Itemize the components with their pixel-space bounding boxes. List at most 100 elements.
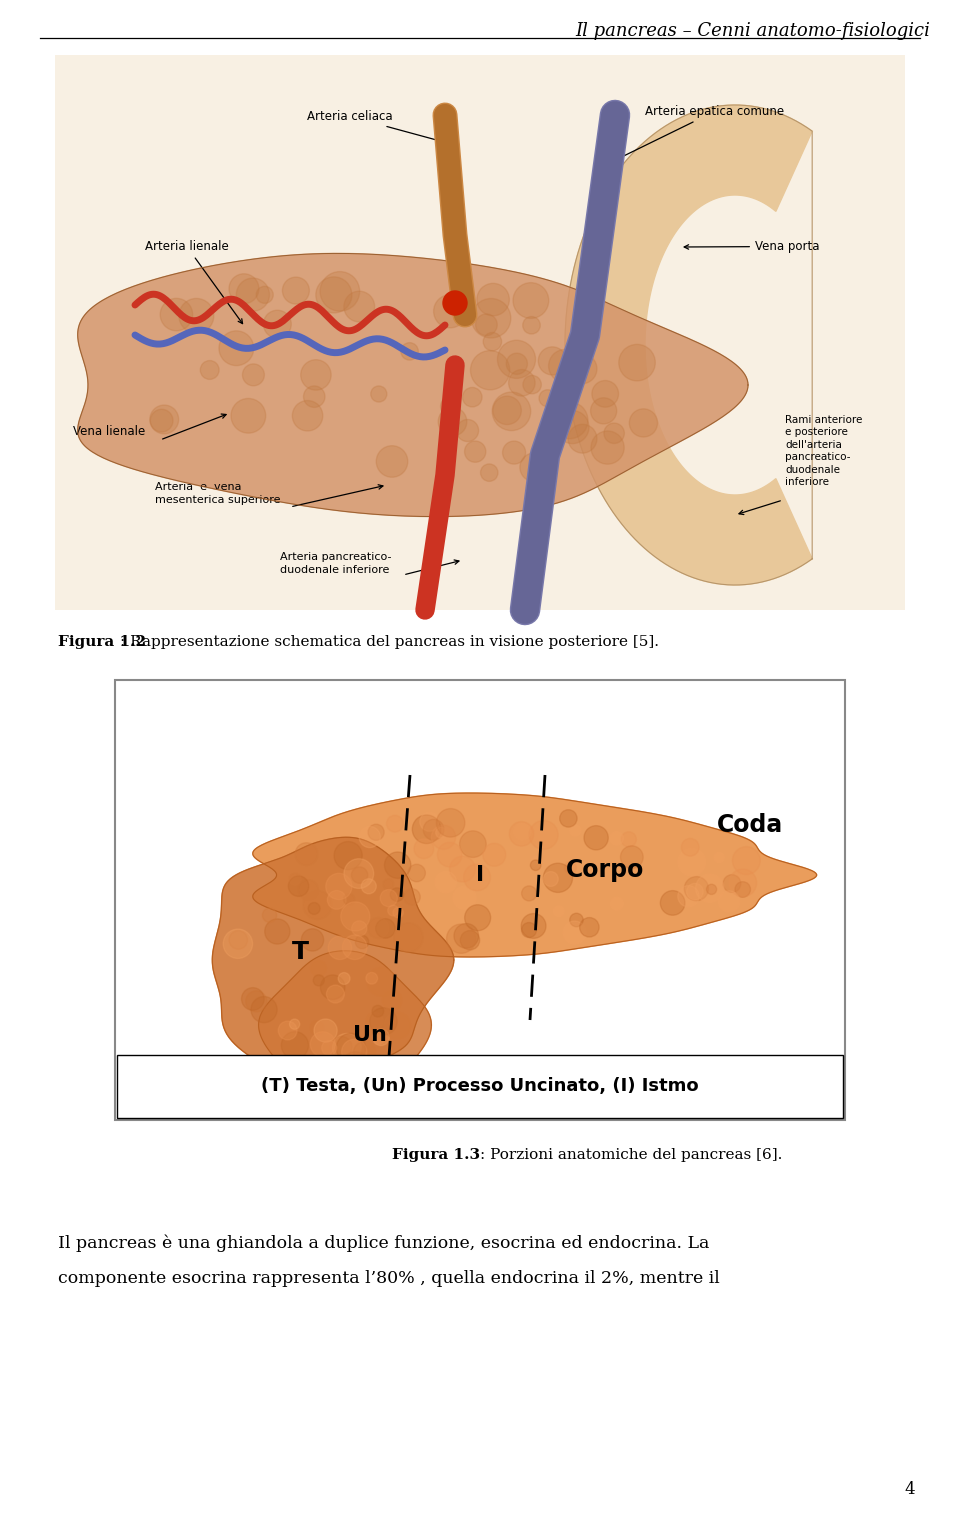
Circle shape bbox=[431, 825, 456, 849]
Text: T: T bbox=[292, 940, 308, 965]
Circle shape bbox=[288, 876, 309, 896]
Polygon shape bbox=[565, 105, 812, 585]
Circle shape bbox=[342, 1039, 367, 1065]
Bar bbox=[117, 682, 843, 1118]
Circle shape bbox=[552, 421, 572, 442]
Circle shape bbox=[372, 352, 407, 389]
Circle shape bbox=[242, 387, 261, 407]
Circle shape bbox=[569, 825, 581, 835]
Circle shape bbox=[732, 846, 760, 875]
Circle shape bbox=[580, 917, 599, 937]
Circle shape bbox=[600, 431, 631, 463]
Circle shape bbox=[180, 460, 208, 488]
Circle shape bbox=[718, 890, 740, 913]
Circle shape bbox=[393, 907, 403, 917]
Circle shape bbox=[382, 990, 402, 1010]
Circle shape bbox=[332, 1033, 361, 1062]
Circle shape bbox=[560, 810, 577, 828]
Circle shape bbox=[460, 831, 486, 857]
Circle shape bbox=[303, 890, 332, 919]
Circle shape bbox=[325, 337, 348, 360]
Circle shape bbox=[464, 864, 491, 890]
Circle shape bbox=[308, 902, 320, 914]
Circle shape bbox=[355, 936, 369, 949]
Circle shape bbox=[361, 1045, 375, 1059]
Circle shape bbox=[278, 1021, 297, 1041]
Circle shape bbox=[225, 331, 249, 355]
Circle shape bbox=[553, 905, 564, 916]
Circle shape bbox=[388, 905, 398, 916]
Circle shape bbox=[714, 852, 724, 863]
Bar bbox=[117, 1056, 843, 1118]
Circle shape bbox=[435, 872, 457, 893]
Text: 4: 4 bbox=[904, 1481, 915, 1498]
Circle shape bbox=[529, 820, 558, 849]
Circle shape bbox=[297, 468, 320, 491]
Circle shape bbox=[343, 936, 367, 960]
Circle shape bbox=[437, 808, 465, 837]
Text: Vena lienale: Vena lienale bbox=[73, 425, 145, 437]
Circle shape bbox=[338, 972, 350, 984]
Circle shape bbox=[366, 425, 390, 450]
Circle shape bbox=[174, 436, 209, 471]
Circle shape bbox=[514, 823, 531, 840]
Circle shape bbox=[509, 822, 534, 846]
Circle shape bbox=[584, 826, 609, 851]
Circle shape bbox=[414, 838, 434, 858]
Circle shape bbox=[295, 843, 318, 866]
Circle shape bbox=[336, 1033, 366, 1063]
Circle shape bbox=[207, 299, 232, 324]
Circle shape bbox=[530, 860, 540, 870]
Circle shape bbox=[446, 924, 476, 954]
Circle shape bbox=[351, 867, 368, 883]
Text: Corpo: Corpo bbox=[565, 858, 644, 883]
Circle shape bbox=[443, 292, 467, 314]
Bar bbox=[55, 55, 905, 611]
Circle shape bbox=[289, 873, 301, 886]
Circle shape bbox=[595, 380, 624, 409]
Circle shape bbox=[707, 884, 716, 895]
Text: componente esocrina rappresenta l’80% , quella endocrina il 2%, mentre il: componente esocrina rappresenta l’80% , … bbox=[58, 1270, 720, 1287]
Circle shape bbox=[678, 886, 699, 907]
Circle shape bbox=[242, 311, 276, 346]
Circle shape bbox=[735, 881, 751, 898]
Circle shape bbox=[310, 1031, 335, 1057]
Text: I: I bbox=[476, 864, 484, 886]
Circle shape bbox=[449, 857, 475, 883]
Circle shape bbox=[321, 975, 345, 1000]
Circle shape bbox=[461, 931, 480, 949]
Circle shape bbox=[375, 919, 396, 939]
Bar bbox=[115, 681, 845, 1120]
Circle shape bbox=[330, 1036, 352, 1057]
Circle shape bbox=[344, 893, 355, 905]
Circle shape bbox=[394, 924, 423, 952]
Text: Figura 1.3: Figura 1.3 bbox=[392, 1148, 480, 1162]
Polygon shape bbox=[212, 837, 454, 1083]
Circle shape bbox=[188, 421, 224, 457]
Circle shape bbox=[368, 825, 384, 840]
Text: Arteria  e  vena
mesenterica superiore: Arteria e vena mesenterica superiore bbox=[155, 482, 280, 504]
Polygon shape bbox=[78, 254, 748, 516]
Circle shape bbox=[391, 421, 412, 442]
Circle shape bbox=[308, 307, 344, 342]
Circle shape bbox=[228, 931, 248, 949]
Circle shape bbox=[219, 310, 243, 334]
Circle shape bbox=[408, 416, 444, 453]
Circle shape bbox=[611, 898, 623, 910]
Circle shape bbox=[408, 864, 425, 881]
Circle shape bbox=[620, 846, 643, 869]
Circle shape bbox=[281, 1031, 308, 1059]
Circle shape bbox=[208, 421, 225, 437]
Circle shape bbox=[224, 930, 252, 958]
Circle shape bbox=[436, 828, 446, 838]
Circle shape bbox=[384, 1012, 411, 1039]
Text: Figura 1.2: Figura 1.2 bbox=[58, 635, 146, 649]
Circle shape bbox=[311, 960, 326, 977]
Circle shape bbox=[521, 913, 546, 939]
Circle shape bbox=[242, 987, 264, 1010]
Circle shape bbox=[359, 826, 380, 848]
Circle shape bbox=[385, 852, 411, 878]
Circle shape bbox=[453, 886, 476, 910]
Circle shape bbox=[441, 453, 478, 491]
Circle shape bbox=[344, 858, 373, 889]
